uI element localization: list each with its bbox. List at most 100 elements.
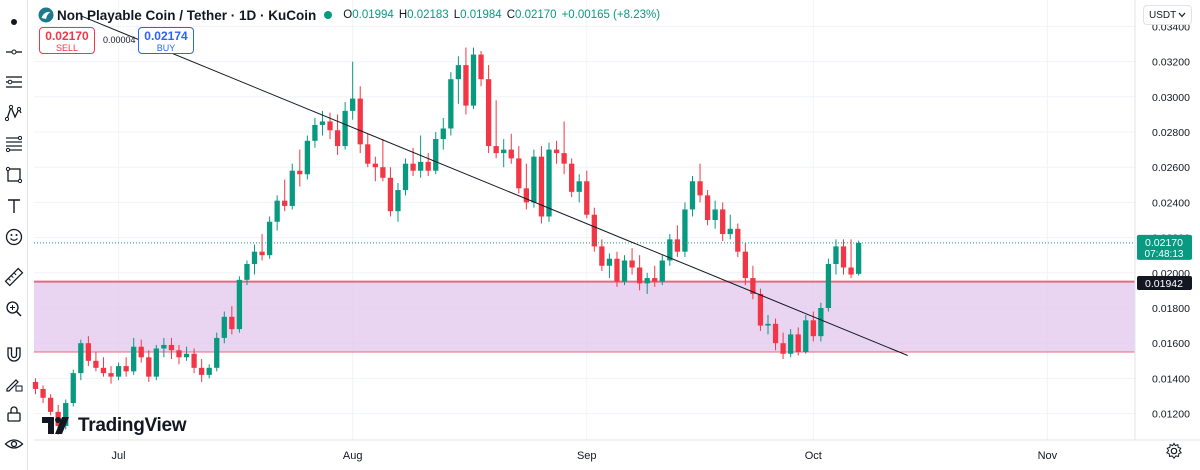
currency-selector[interactable]: USDT [1143,5,1192,25]
candle-body [720,209,726,235]
candle-body [327,121,333,131]
y-tick-label: 0.01400 [1152,373,1190,385]
candle-down [848,239,854,279]
candle-up [833,239,839,275]
support-zone[interactable] [34,280,1135,353]
candle-down [372,156,378,182]
candle-body [455,65,462,80]
candle-body [584,181,590,215]
candle-up [312,117,318,148]
candle-up [621,255,628,286]
descending-trendline [80,15,908,356]
candle-down [750,265,756,300]
candle-up [727,214,733,240]
buy-label: BUY [156,43,176,53]
candle-up [788,329,794,358]
candle-down [478,51,484,87]
symbol-title[interactable]: Non Playable Coin / Tether · 1D · KuCoin [57,7,317,23]
candle-body [855,242,862,274]
candle-body [569,163,575,192]
lock-icon[interactable] [2,402,26,426]
candle-body [131,346,137,372]
buy-price: 0.02174 [144,29,188,43]
text-icon[interactable] [2,194,26,218]
fib-icon[interactable] [2,132,26,156]
candle-body [470,54,477,106]
gear-icon[interactable] [1165,442,1183,460]
low-label: L [453,9,461,21]
candle-up [153,344,159,381]
pattern-icon[interactable] [2,101,26,125]
candle-down [282,179,288,212]
buy-button[interactable]: 0.02174 BUY [138,27,194,54]
candle-body [810,320,816,337]
pencil-lock-icon[interactable] [2,372,26,396]
candle-body [334,130,341,147]
trend-line-icon[interactable] [2,40,26,64]
candle-body [440,128,446,140]
candle-down [795,327,801,356]
sell-button[interactable]: 0.02170 SELL [39,27,95,54]
candle-down [523,163,529,210]
y-tick-label: 0.01600 [1152,338,1190,350]
candle-down [198,359,205,382]
x-tick-label: Oct [805,450,822,462]
candle-up [206,364,212,379]
candle-down [538,146,545,224]
candle-up [644,272,650,294]
magnet-icon[interactable] [2,342,26,366]
candle-body [553,149,560,154]
candle-up [576,174,582,203]
candle-up [825,258,832,312]
candle-body [138,346,144,358]
candle-body [402,163,409,191]
candle-up [470,47,477,110]
cursor-icon[interactable] [2,10,26,34]
candle-body [70,373,76,404]
candle-body [614,258,620,282]
candle-body [85,343,92,361]
candle-body [417,161,424,171]
candle-body [727,228,733,235]
candle-body [621,260,628,282]
candle-body [697,181,703,196]
candle-up [236,276,243,333]
rectangle-icon[interactable] [2,163,26,187]
zoom-icon[interactable] [2,297,26,321]
candle-up [659,255,665,286]
candle-down [591,207,597,252]
ruler-icon[interactable] [2,265,26,289]
candle-down [569,158,575,198]
candle-body [183,353,190,358]
low-value: 0.01984 [460,9,502,21]
candle-down [757,288,764,331]
tradingview-logo-icon [42,417,69,434]
candle-up [606,253,613,279]
candle-body [198,367,205,375]
candle-up [455,56,462,104]
y-tick-label: 0.02800 [1152,127,1190,139]
candle-body [788,334,794,354]
candle-body [123,366,129,372]
candle-body [146,357,152,377]
emoji-icon[interactable] [2,225,26,249]
candle-down [840,239,847,275]
candle-down [47,394,54,416]
candle-body [629,260,635,268]
candle-down [636,255,643,291]
candle-down [425,153,431,176]
candle-body [674,239,681,252]
zone-fill [34,281,1135,352]
open-label: O [343,9,353,21]
candle-body [93,360,99,368]
candle-body [259,251,265,256]
candle-up [304,135,311,180]
eye-icon[interactable] [2,432,26,456]
horizontal-lines-icon[interactable] [2,70,26,94]
candle-up [131,337,137,375]
candle-up [448,72,454,136]
candle-body [682,209,688,252]
countdown-label: 07:48:13 [1145,249,1184,260]
